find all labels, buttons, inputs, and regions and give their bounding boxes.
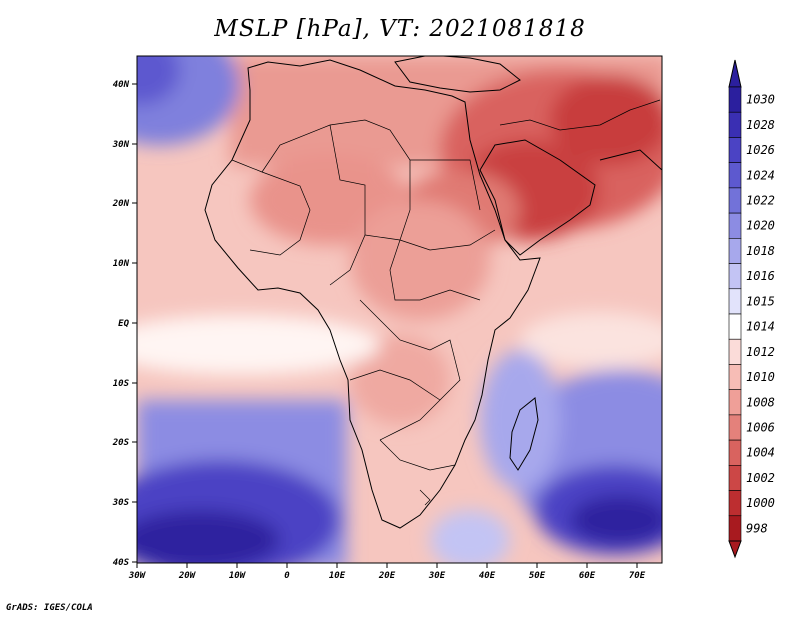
colorbar-cell — [728, 364, 742, 390]
colorbar-cell — [728, 465, 742, 491]
colorbar-label: 1024 — [746, 168, 775, 182]
colorbar-cell — [728, 187, 742, 214]
colorbar-label: 998 — [746, 521, 768, 535]
colorbar-min-arrow — [728, 540, 742, 559]
lon-label: 20E — [378, 571, 396, 581]
lon-label: 20W — [178, 571, 197, 581]
colorbar-label: 1015 — [746, 294, 775, 308]
colorbar-cell — [728, 263, 742, 290]
colorbar-cell — [728, 313, 742, 340]
lat-label: 20S — [112, 438, 130, 448]
colorbar-label: 1000 — [746, 496, 775, 510]
lat-label: 40S — [113, 558, 130, 568]
lon-label: 60E — [579, 571, 596, 581]
colorbar-label: 1022 — [746, 194, 775, 208]
colorbar-label: 1026 — [746, 143, 775, 157]
colorbar-label: 1012 — [746, 345, 775, 359]
lat-label: 30N — [112, 140, 130, 150]
colorbar-label: 1004 — [746, 446, 775, 460]
lon-label: 30E — [428, 571, 446, 581]
colorbar-cell — [728, 238, 742, 264]
latitude-labels: 40N 30N 20N 10N EQ 10S 20S 30S 40S — [112, 80, 130, 568]
grads-credit: GrADS: IGES/COLA — [6, 603, 93, 613]
lat-label: 40N — [113, 80, 130, 90]
lon-label: 0 — [284, 571, 290, 581]
lon-label: 30W — [128, 571, 147, 581]
colorbar-label: 1010 — [746, 370, 775, 384]
colorbar-label: 1002 — [746, 471, 775, 485]
colorbar-max-arrow — [728, 59, 742, 88]
colorbar-cell — [728, 111, 742, 138]
colorbar-label: 1028 — [746, 118, 775, 132]
colorbar-cell — [728, 414, 742, 441]
colorbar-cells — [728, 86, 742, 542]
colorbar-cell — [728, 288, 742, 315]
longitude-labels: 30W 20W 10W 0 10E 20E 30E 40E 50E 60E 70… — [128, 571, 646, 581]
lon-label: 10E — [329, 571, 346, 581]
lon-label: 70E — [629, 571, 646, 581]
map-frame — [136, 55, 663, 564]
colorbar-cell — [728, 137, 742, 163]
colorbar-cell — [728, 490, 742, 517]
colorbar-label: 1030 — [746, 93, 775, 107]
lat-label: 10S — [113, 379, 130, 389]
lat-label: 30S — [112, 498, 130, 508]
lon-label: 50E — [529, 571, 546, 581]
lon-label: 40E — [479, 571, 496, 581]
colorbar-labels: 1030 1028 1026 1024 1022 1020 1018 1016 1015 1014… — [746, 93, 775, 536]
colorbar-cell — [728, 389, 742, 416]
country-borders — [231, 99, 661, 506]
colorbar-cell — [728, 212, 742, 239]
colorbar-label: 1006 — [746, 421, 775, 435]
lat-label: 20N — [112, 199, 130, 209]
axis-ticks — [132, 83, 638, 568]
map-title: MSLP [hPa], VT: 2021081818 — [214, 16, 586, 42]
colorbar-cell — [728, 86, 742, 113]
colorbar-cell — [728, 515, 742, 542]
colorbar-label: 1008 — [746, 395, 775, 409]
colorbar-label: 1016 — [746, 269, 775, 283]
lat-label: 10N — [113, 259, 130, 269]
colorbar-cell — [728, 439, 742, 466]
lat-label: EQ — [118, 319, 129, 329]
colorbar-label: 1018 — [746, 244, 775, 258]
colorbar-cell — [728, 338, 742, 365]
lon-label: 10W — [229, 571, 247, 581]
colorbar: 1030 1028 1026 1024 1022 1020 1018 1016 1015 1014… — [728, 59, 775, 559]
colorbar-label: 1014 — [746, 320, 775, 334]
pressure-field — [137, 56, 662, 563]
colorbar-label: 1020 — [746, 219, 775, 233]
colorbar-cell — [728, 162, 742, 189]
